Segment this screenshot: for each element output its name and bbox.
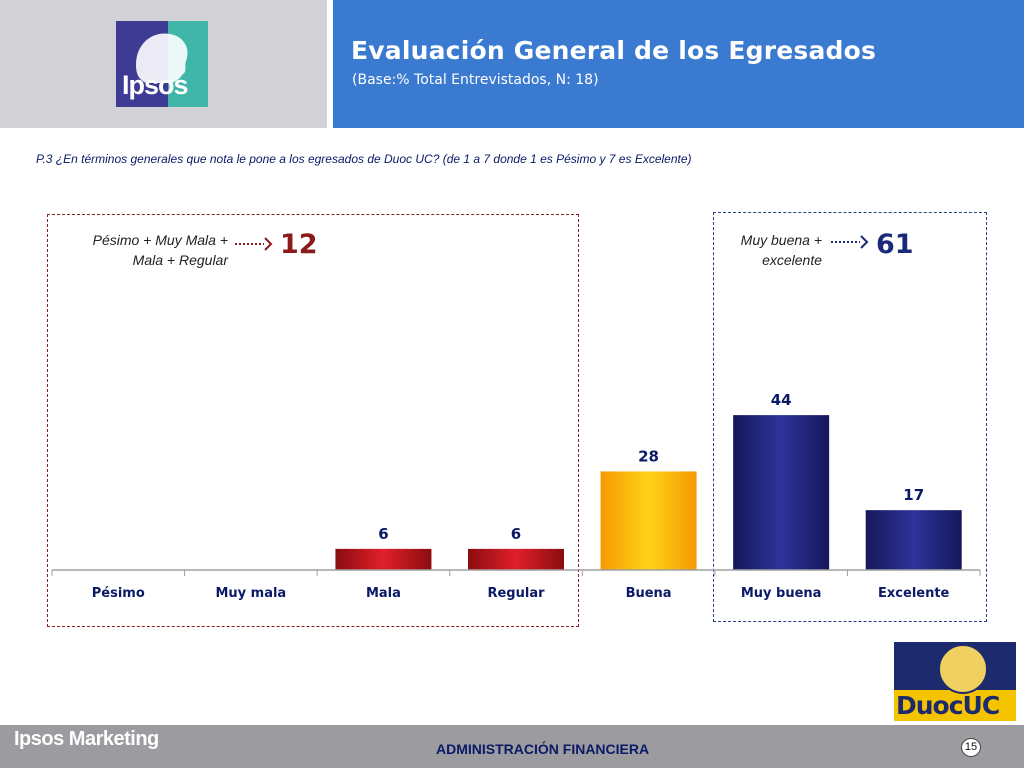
page-number: 15	[961, 738, 981, 757]
bar-regular	[468, 548, 564, 570]
footer-center-text: ADMINISTRACIÓN FINANCIERA	[436, 741, 650, 757]
positive-arrow-icon	[831, 235, 869, 249]
data-label: 28	[638, 447, 659, 465]
x-tick-label: Pésimo	[92, 586, 145, 601]
duoc-logo-text: DuocUC	[896, 691, 1000, 720]
data-label: 6	[511, 525, 521, 543]
data-label: 44	[771, 391, 792, 409]
ipsos-logo: Ipsos	[116, 21, 208, 107]
page-subtitle: (Base:% Total Entrevistados, N: 18)	[352, 72, 599, 88]
bar-excelente	[865, 510, 962, 570]
positive-group-label-line1: Muy buena +	[740, 232, 822, 248]
page-title: Evaluación General de los Egresados	[351, 36, 877, 65]
x-tick-label: Mala	[366, 586, 401, 601]
positive-group-value: 61	[876, 229, 914, 260]
x-tick-label: Excelente	[878, 586, 950, 601]
negative-arrow-icon	[235, 237, 273, 251]
x-tick-label: Muy mala	[215, 586, 286, 601]
negative-group-value: 12	[280, 229, 318, 260]
duoc-uc-logo: DuocUC	[894, 642, 1016, 721]
negative-group-label: Pésimo + Muy Mala + Mala + Regular	[58, 230, 228, 270]
header-left-panel: Ipsos	[0, 0, 327, 128]
x-tick-label: Regular	[487, 586, 545, 601]
bar-mala	[335, 548, 432, 570]
negative-group-label-line1: Pésimo + Muy Mala +	[92, 232, 228, 248]
duoc-seal-icon	[938, 644, 988, 694]
negative-group-label-line2: Mala + Regular	[132, 252, 228, 268]
ipsos-logo-text: Ipsos	[122, 70, 189, 100]
bar-muy-buena	[733, 415, 830, 570]
bar-buena	[600, 471, 697, 570]
negative-group-box	[47, 214, 579, 627]
header-right-panel	[333, 0, 1024, 128]
footer-brand: Ipsos Marketing	[14, 728, 159, 750]
question-text: P.3 ¿En términos generales que nota le p…	[36, 152, 692, 166]
x-tick-label: Muy buena	[741, 586, 822, 601]
positive-group-box	[713, 212, 987, 622]
data-label: 17	[903, 486, 924, 504]
x-tick-label: Buena	[626, 586, 672, 601]
data-label: 6	[378, 525, 388, 543]
positive-group-label: Muy buena + excelente	[700, 230, 822, 270]
positive-group-label-line2: excelente	[762, 252, 822, 268]
footer-bar	[0, 725, 1024, 768]
ipsos-face-icon	[136, 21, 208, 107]
